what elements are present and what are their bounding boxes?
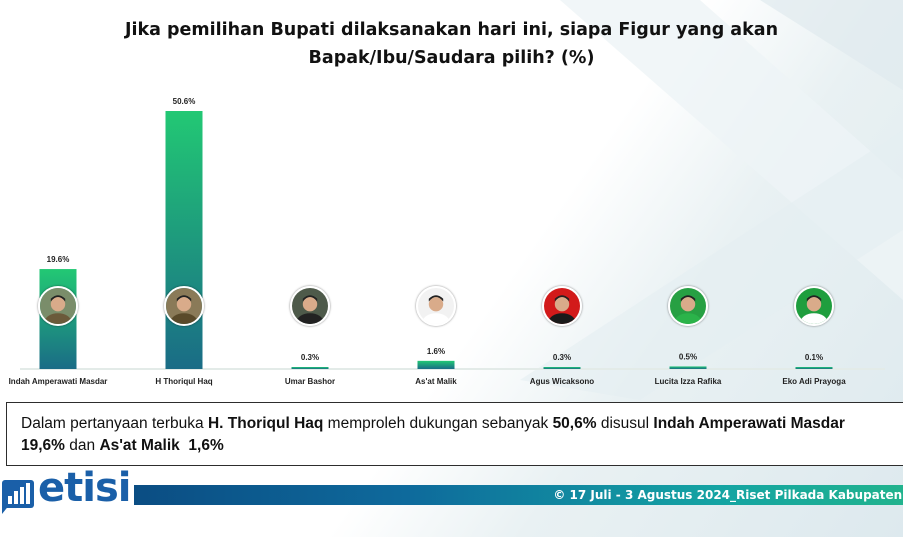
value-label-3: 0.3%	[301, 353, 319, 362]
category-label-7: Eko Adi Prayoga	[782, 377, 846, 386]
summary-highlight-value: 1,6%	[188, 437, 224, 454]
metisi-logo: etisi	[0, 465, 131, 516]
value-label-6: 0.5%	[679, 352, 697, 361]
chart-title: Jika pemilihan Bupati dilaksanakan hari …	[0, 16, 903, 72]
summary-text: Dalam pertanyaan terbuka H. Thoriqul Haq…	[21, 413, 901, 435]
summary-highlight-candidate: As'at Malik	[99, 437, 180, 454]
summary-text-part: memproleh dukungan sebanyak	[323, 415, 553, 432]
category-label-5: Agus Wicaksono	[530, 377, 594, 386]
category-label-2: H Thoriqul Haq	[155, 377, 212, 386]
bar-chart: 19.6% 50.6% 0.3% 1.6% 0.3% 0.5% 0.1% Indah Amp…	[9, 97, 885, 386]
value-label-4: 1.6%	[427, 347, 445, 356]
portrait-icon	[668, 286, 708, 326]
portrait-icon	[542, 286, 582, 326]
summary-text-part: dan	[64, 437, 100, 454]
category-label-4: As'at Malik	[415, 377, 457, 386]
category-label-1: Indah Amperawati Masdar	[9, 377, 108, 386]
portrait-icon	[290, 286, 330, 326]
summary-highlight-candidate: H. Thoriqul Haq	[207, 415, 324, 432]
bar-chart-logo-icon	[2, 480, 34, 514]
portrait-icon	[416, 286, 456, 326]
chart-title-line-1: Jika pemilihan Bupati dilaksanakan hari …	[124, 20, 779, 40]
portrait-icon	[164, 286, 204, 326]
summary-highlight-candidate: Indah Amperawati Masdar	[653, 415, 845, 432]
logo-wordmark: etisi	[38, 465, 131, 511]
bar-6	[669, 366, 707, 369]
chart-title-line-2: Bapak/Ibu/Saudara pilih? (%)	[308, 48, 595, 68]
summary-box: Dalam pertanyaan terbuka H. Thoriqul Haq…	[6, 402, 903, 466]
summary-highlight-value: 50,6%	[552, 415, 597, 432]
bar-3	[291, 367, 329, 369]
value-label-5: 0.3%	[553, 353, 571, 362]
portrait-icon	[38, 286, 78, 326]
portrait-icon	[794, 286, 834, 326]
bar-2	[165, 111, 203, 369]
bar-4	[417, 360, 455, 369]
category-label-3: Umar Bashor	[285, 377, 335, 386]
summary-text-part: Dalam pertanyaan terbuka	[21, 415, 208, 432]
summary-text-part: disusul	[596, 415, 654, 432]
footer-bar: © 17 Juli - 3 Agustus 2024_Riset Pilkada…	[134, 485, 903, 505]
category-label-6: Lucita Izza Rafika	[655, 377, 722, 386]
bar-5	[543, 367, 581, 369]
value-label-1: 19.6%	[47, 255, 70, 264]
value-label-2: 50.6%	[173, 97, 196, 106]
footer-copyright: © 17 Juli - 3 Agustus 2024_Riset Pilkada…	[553, 488, 903, 502]
value-label-7: 0.1%	[805, 353, 823, 362]
summary-highlight-value: 19,6%	[21, 437, 65, 454]
summary-text-line-2: 19,6% dan As'at Malik 1,6%	[21, 435, 901, 457]
bar-7	[795, 367, 833, 369]
